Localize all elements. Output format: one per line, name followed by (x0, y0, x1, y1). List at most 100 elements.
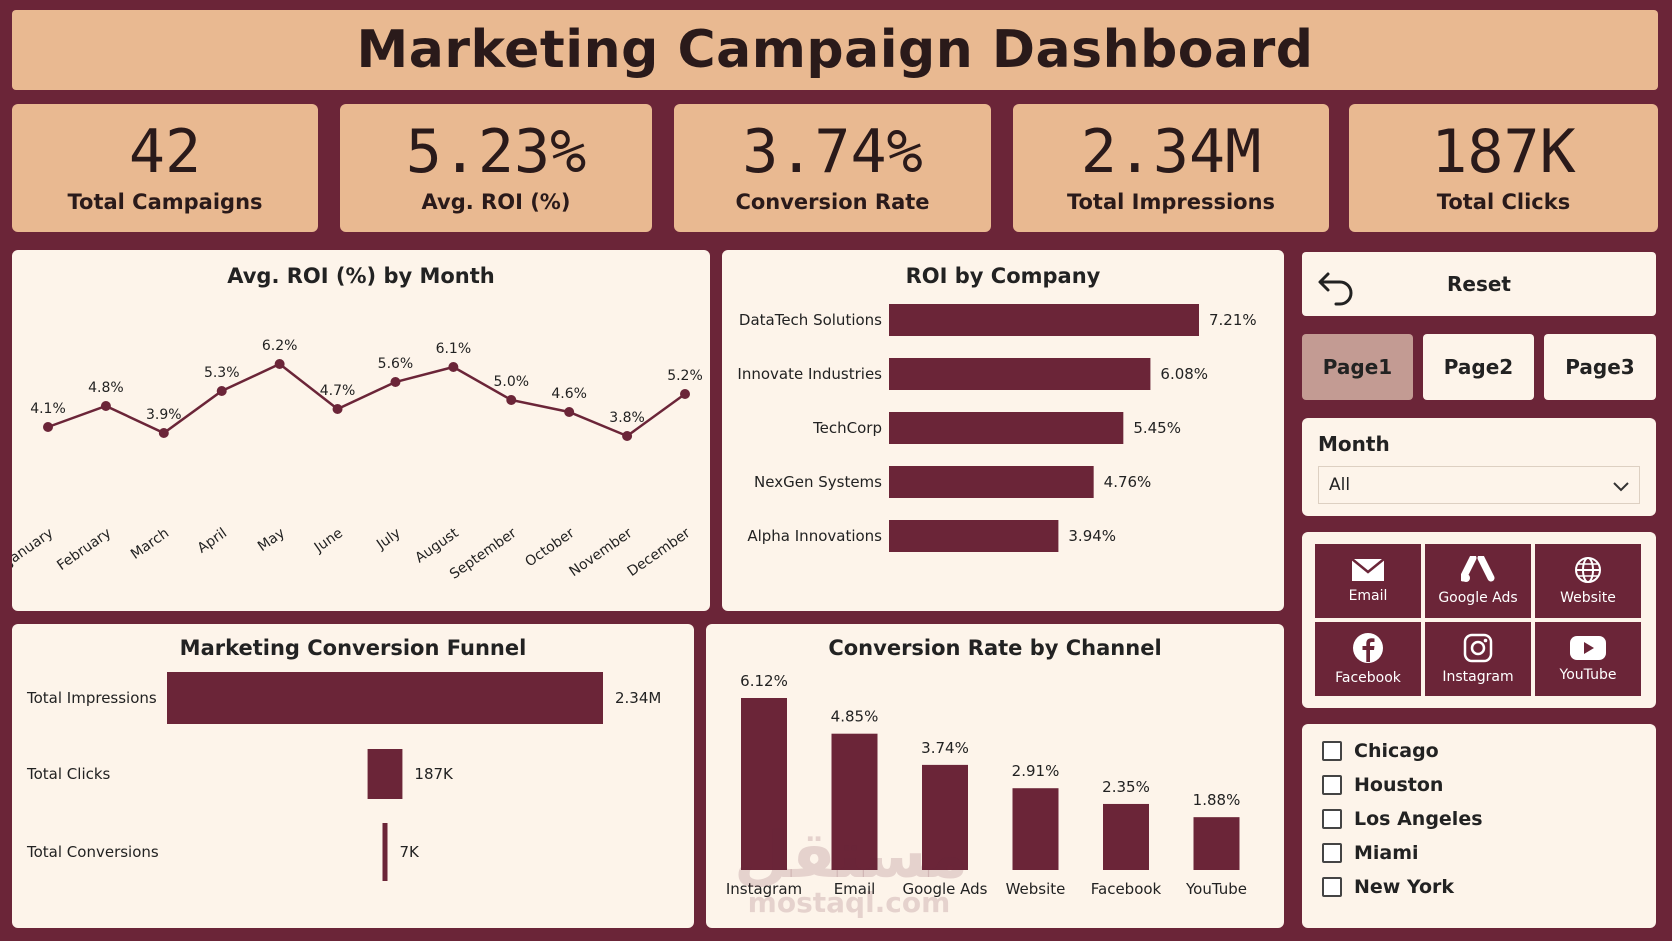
data-point (448, 362, 459, 372)
city-option-los-angeles[interactable]: Los Angeles (1322, 802, 1636, 836)
channel-tile-email[interactable]: Email (1315, 544, 1421, 618)
watermark-arabic: مستقل (734, 819, 969, 893)
city-slicer: Chicago Houston Los Angeles Miami New Yo… (1302, 724, 1656, 928)
page-nav-label: Page1 (1322, 355, 1393, 379)
bar (889, 412, 1124, 444)
data-label: 4.76% (1104, 473, 1152, 491)
x-tick-label: Google Ads (903, 880, 988, 898)
globe-icon (1575, 557, 1601, 583)
kpi-value: 187K (1431, 117, 1576, 187)
kpi-value: 3.74% (742, 117, 923, 187)
channel-tile-facebook[interactable]: Facebook (1315, 622, 1421, 696)
data-label: 3.74% (921, 739, 969, 757)
data-label: 4.85% (831, 708, 879, 726)
channel-tile-website[interactable]: Website (1535, 544, 1641, 618)
data-label: 187K (414, 765, 454, 783)
month-dropdown[interactable]: All (1318, 466, 1640, 504)
data-label: 2.91% (1012, 762, 1060, 780)
channel-tile-label: YouTube (1559, 667, 1617, 683)
kpi-value: 2.34M (1080, 117, 1262, 187)
data-label: 1.88% (1193, 791, 1241, 809)
bar (889, 358, 1151, 390)
data-label: 7.21% (1209, 311, 1257, 329)
bar (889, 304, 1199, 336)
city-option-houston[interactable]: Houston (1322, 768, 1636, 802)
conversion-funnel-chart: Total Impressions 2.34M Total Clicks 187K To… (26, 672, 661, 881)
page-nav-label: Page3 (1565, 355, 1635, 379)
checkbox[interactable] (1322, 741, 1342, 761)
youtube-icon (1570, 636, 1606, 660)
data-point (506, 395, 517, 405)
conversion-by-channel-chart: 6.12% Instagram 4.85% Email 3.74% Google Ads 2… (726, 672, 1247, 898)
city-option-miami[interactable]: Miami (1322, 836, 1636, 870)
city-option-new-york[interactable]: New York (1322, 870, 1636, 904)
data-point (158, 428, 169, 438)
x-tick-label: Facebook (1091, 880, 1162, 898)
page-nav-page2[interactable]: Page2 (1423, 334, 1534, 400)
data-label: 4.6% (551, 386, 587, 402)
kpi-card-avg-roi: 5.23% Avg. ROI (%) (340, 104, 652, 232)
email-icon (1351, 558, 1385, 581)
data-point (564, 407, 575, 417)
data-point (216, 386, 227, 396)
reset-label: Reset (1447, 272, 1511, 296)
data-label: 6.1% (436, 341, 472, 357)
channel-tile-instagram[interactable]: Instagram (1425, 622, 1531, 696)
chart-title: ROI by Company (905, 264, 1101, 288)
month-slicer: Month All (1302, 418, 1656, 516)
channel-slicer: Email Google Ads Website Facebook Instag… (1302, 532, 1656, 708)
kpi-label: Conversion Rate (735, 190, 930, 214)
chart-title: Avg. ROI (%) by Month (227, 264, 495, 288)
checkbox[interactable] (1322, 809, 1342, 829)
channel-tile-google-ads[interactable]: Google Ads (1425, 544, 1531, 618)
page-nav-page1[interactable]: Page1 (1302, 334, 1413, 400)
data-label: 6.08% (1160, 365, 1208, 383)
city-label: Miami (1354, 842, 1419, 864)
data-label: 2.35% (1102, 778, 1150, 796)
category-label: DataTech Solutions (739, 311, 882, 329)
reset-button[interactable]: Reset (1302, 252, 1656, 316)
x-tick-label: Instagram (726, 880, 802, 898)
chart-title: Conversion Rate by Channel (828, 636, 1162, 660)
dashboard-header: Marketing Campaign Dashboard (12, 10, 1658, 90)
bar (889, 520, 1059, 552)
x-tick-label: YouTube (1185, 880, 1247, 898)
chart-title: Marketing Conversion Funnel (179, 636, 527, 660)
checkbox[interactable] (1322, 877, 1342, 897)
data-label: 7K (400, 843, 421, 861)
channel-tile-label: Instagram (1442, 669, 1514, 685)
data-label: 3.94% (1068, 527, 1116, 545)
conversion-funnel-panel: Marketing Conversion Funnel Total Impres… (12, 624, 694, 928)
x-tick-label: Email (834, 880, 876, 898)
kpi-label: Total Clicks (1436, 190, 1571, 214)
stage-label: Total Impressions (26, 689, 157, 707)
channel-tile-label: Website (1560, 590, 1616, 606)
data-label: 5.0% (493, 374, 529, 390)
x-tick-label: October (522, 525, 577, 570)
checkbox[interactable] (1322, 843, 1342, 863)
page-nav-label: Page2 (1443, 355, 1514, 379)
data-point (390, 377, 401, 387)
month-dropdown-value: All (1329, 475, 1351, 495)
data-label: 4.8% (88, 380, 124, 396)
page-nav-page3[interactable]: Page3 (1544, 334, 1656, 400)
roi-by-company-panel: ROI by Company DataTech Solutions 7.21% In… (722, 250, 1284, 611)
data-point (43, 422, 53, 432)
bar (889, 466, 1094, 498)
stage-label: Total Clicks (26, 765, 111, 783)
kpi-card-total-clicks: 187K Total Clicks (1349, 104, 1658, 232)
column-bar (922, 764, 968, 870)
data-label: 6.2% (262, 338, 298, 354)
channel-tile-youtube[interactable]: YouTube (1535, 622, 1641, 696)
category-label: NexGen Systems (754, 473, 882, 491)
data-point (100, 401, 111, 411)
roi-by-month-chart: 4.1% January 4.8% February 3.9% March 5.3% Apri… (12, 338, 703, 583)
data-point (622, 431, 633, 441)
city-option-chicago[interactable]: Chicago (1322, 734, 1636, 768)
channel-tile-label: Email (1348, 588, 1388, 604)
roi-line (47, 362, 686, 438)
kpi-card-conversion-rate: 3.74% Conversion Rate (674, 104, 991, 232)
x-tick-label: August (412, 525, 462, 567)
category-label: TechCorp (812, 419, 882, 437)
checkbox[interactable] (1322, 775, 1342, 795)
